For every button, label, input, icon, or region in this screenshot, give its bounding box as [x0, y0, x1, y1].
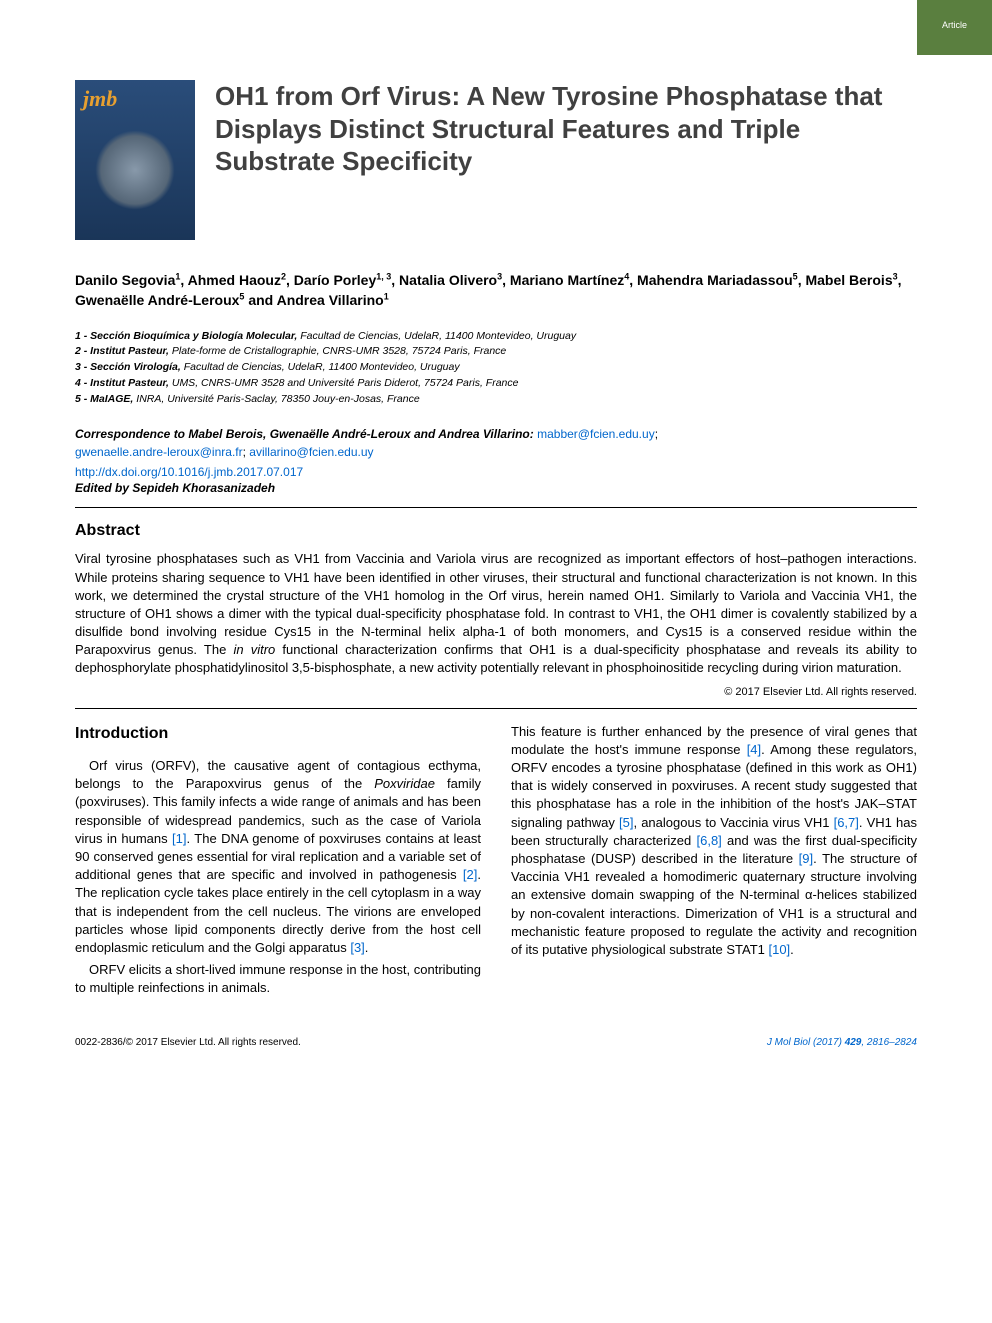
introduction-heading: Introduction [75, 723, 481, 745]
divider [75, 507, 917, 508]
edited-by: Edited by Sepideh Khorasanizadeh [75, 481, 917, 495]
email-link[interactable]: gwenaelle.andre-leroux@inra.fr [75, 445, 243, 459]
abstract-text: Viral tyrosine phosphatases such as VH1 … [75, 550, 917, 677]
article-title: OH1 from Orf Virus: A New Tyrosine Phosp… [215, 80, 917, 178]
body-columns: Introduction Orf virus (ORFV), the causa… [75, 723, 917, 1002]
affiliation-line: 2 - Institut Pasteur, Plate-forme de Cri… [75, 344, 917, 360]
email-link[interactable]: mabber@fcien.edu.uy [537, 427, 655, 441]
page-footer: 0022-2836/© 2017 Elsevier Ltd. All right… [75, 1037, 917, 1048]
abstract-heading: Abstract [75, 522, 917, 540]
footer-citation: J Mol Biol (2017) 429, 2816–2824 [767, 1037, 917, 1048]
divider [75, 708, 917, 709]
author-list: Danilo Segovia1, Ahmed Haouz2, Darío Por… [75, 270, 917, 311]
body-paragraph: This feature is further enhanced by the … [511, 723, 917, 959]
journal-cover-thumbnail: jmb [75, 80, 195, 240]
journal-label: jmb [83, 86, 117, 112]
affiliation-line: 4 - Institut Pasteur, UMS, CNRS-UMR 3528… [75, 376, 917, 392]
article-badge: Article [917, 0, 992, 55]
doi-link[interactable]: http://dx.doi.org/10.1016/j.jmb.2017.07.… [75, 465, 917, 479]
column-right: This feature is further enhanced by the … [511, 723, 917, 1002]
affiliation-line: 1 - Sección Bioquímica y Biología Molecu… [75, 329, 917, 345]
body-paragraph: ORFV elicits a short-lived immune respon… [75, 961, 481, 997]
correspondence-label: Correspondence to Mabel Berois, Gwenaëll… [75, 427, 534, 441]
affiliation-line: 3 - Sección Virología, Facultad de Cienc… [75, 360, 917, 376]
column-left: Introduction Orf virus (ORFV), the causa… [75, 723, 481, 1002]
header-row: jmb OH1 from Orf Virus: A New Tyrosine P… [75, 80, 917, 240]
affiliation-line: 5 - MaIAGE, INRA, Université Paris-Sacla… [75, 392, 917, 408]
email-link[interactable]: avillarino@fcien.edu.uy [249, 445, 373, 459]
footer-copyright: 0022-2836/© 2017 Elsevier Ltd. All right… [75, 1037, 301, 1048]
copyright-abstract: © 2017 Elsevier Ltd. All rights reserved… [75, 686, 917, 698]
affiliations: 1 - Sección Bioquímica y Biología Molecu… [75, 329, 917, 408]
cover-art-icon [95, 130, 175, 210]
body-paragraph: Orf virus (ORFV), the causative agent of… [75, 757, 481, 957]
correspondence: Correspondence to Mabel Berois, Gwenaëll… [75, 425, 917, 461]
